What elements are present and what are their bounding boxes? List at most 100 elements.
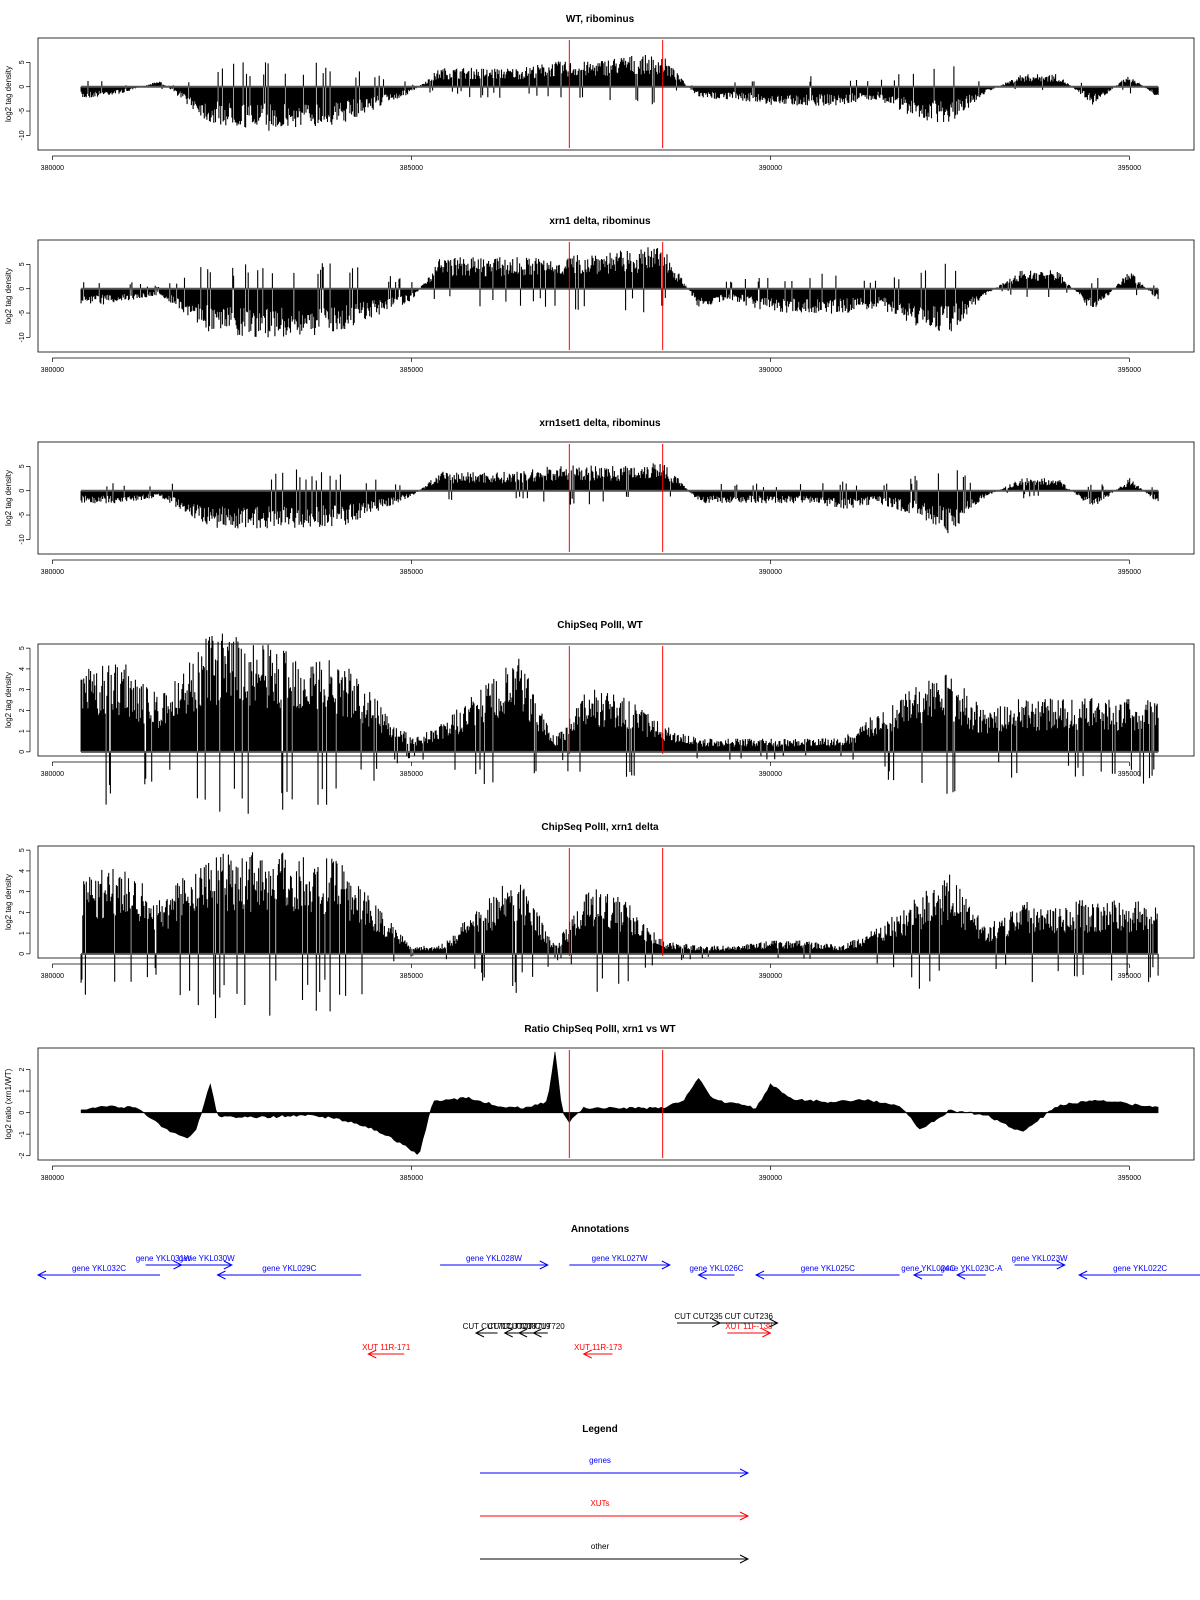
y-tick-label: -2 [19,1152,26,1158]
arrowhead-icon [955,1270,966,1280]
annotation-other: CUT CUT236 [720,1312,779,1328]
panel-title: ChipSeq PolII, xrn1 delta [541,822,659,833]
x-tick-label: 395000 [1118,1175,1141,1182]
x-tick-label: 385000 [400,367,423,374]
annotation-label: XUT 11F-138 [725,1322,773,1331]
legend-entry-gene: genes [480,1456,750,1478]
arrowhead-icon [517,1328,528,1338]
x-tick-label: 390000 [759,569,782,576]
arrowhead-icon [1078,1270,1088,1280]
y-tick-label: 0 [19,287,26,291]
y-tick-label: 2 [19,708,26,712]
annotation-gene: gene YKL023W [1012,1254,1068,1270]
x-tick-label: 385000 [400,771,423,778]
x-tick-label: 390000 [759,1175,782,1182]
x-tick-label: 390000 [759,771,782,778]
annotations-title: Annotations [571,1224,630,1235]
y-tick-label: 5 [19,464,26,468]
y-tick-label: 1 [19,729,26,733]
arrowhead-icon [697,1270,707,1280]
annotation-label: gene YKL024C [901,1264,955,1273]
arrowhead-icon [661,1260,671,1270]
plot-frame [37,441,1195,555]
arrowhead-icon [754,1270,765,1280]
arrowhead-icon [36,1270,47,1280]
y-tick-label: 5 [19,646,26,650]
y-axis-label: log2 tag density [4,66,13,122]
chart-panel-1: WT, ribominus 5 0 -5 -10 log2 tag density 3800… [4,14,1195,172]
x-tick-label: 385000 [400,973,423,980]
arrowhead-icon [532,1328,542,1338]
x-tick-label: 385000 [400,1175,423,1182]
y-tick-label: 1 [19,931,26,935]
annotation-label: XUT 11R-171 [362,1343,411,1352]
arrowhead-icon [769,1318,779,1328]
y-tick-label: 4 [19,869,26,873]
arrowhead-icon [762,1328,772,1338]
y-tick-label: 0 [19,750,26,754]
annotation-gene: gene YKL029C [216,1264,362,1280]
y-tick-label: 0 [19,952,26,956]
y-tick-label: 5 [19,848,26,852]
x-tick-label: 390000 [759,165,782,172]
ratio-area [80,1051,1159,1155]
panel-title: ChipSeq PolII, WT [557,620,643,631]
chart-panel-2: xrn1 delta, ribominus 5 0 -5 -10 log2 tag den… [4,216,1195,374]
y-tick-label: 3 [19,890,26,894]
annotation-gene: gene YKL027W [569,1254,671,1270]
x-tick-label: 380000 [41,367,64,374]
data-series [80,247,1159,338]
annotation-label: gene YKL025C [801,1264,855,1273]
annotation-other: CUT CUT717 [463,1322,512,1338]
legend-label: other [591,1542,610,1551]
y-tick-label: 0 [19,489,26,493]
y-tick-label: 5 [19,262,26,266]
annotation-xut: XUT 11F-138 [725,1322,773,1338]
plot-frame [37,239,1195,353]
annotation-label: CUT CUT235 [674,1312,723,1321]
annotation-label: gene YKL029C [262,1264,316,1273]
x-tick-label: 380000 [41,569,64,576]
arrowhead-icon [582,1349,592,1359]
arrowhead-icon [739,1468,750,1478]
chart-panel-5: ChipSeq PolII, xrn1 delta 0 1 2 3 4 5 log2 tag … [4,822,1195,1019]
y-tick-label: -1 [19,1131,26,1137]
plot-frame [37,37,1195,151]
annotation-xut: XUT 11R-173 [574,1343,623,1359]
y-tick-label: -5 [19,310,26,316]
annotation-gene: gene YKL028W [440,1254,549,1270]
arrowhead-icon [912,1270,923,1280]
plot-frame [37,845,1195,959]
signal-bars [80,633,1159,814]
annotation-label: CUT CUT717 [463,1322,512,1331]
y-tick-label: 4 [19,667,26,671]
y-tick-label: -10 [19,332,26,342]
annotation-label: gene YKL028W [466,1254,522,1263]
annotation-label: gene YKL030W [179,1254,235,1263]
y-tick-label: 0 [19,85,26,89]
y-tick-label: 2 [19,1067,26,1071]
chart-panel-3: xrn1set1 delta, ribominus 5 0 -5 -10 log2 tag… [4,418,1195,576]
data-series [80,463,1159,534]
y-tick-label: -5 [19,512,26,518]
legend-label: genes [589,1456,611,1465]
legend-label: XUTs [590,1499,609,1508]
arrowhead-icon [216,1270,226,1280]
y-tick-label: 1 [19,1089,26,1093]
x-tick-label: 380000 [41,771,64,778]
arrowhead-icon [173,1260,183,1270]
annotation-gene: gene YKL024C [901,1264,956,1280]
panel-title: Ratio ChipSeq PolII, xrn1 vs WT [524,1024,675,1035]
annotation-gene: gene YKL030W [179,1254,235,1270]
arrowhead-icon [503,1328,513,1338]
annotation-gene: gene YKL022C [1078,1264,1200,1280]
panel-title: xrn1set1 delta, ribominus [539,418,661,429]
arrowhead-icon [474,1328,485,1338]
x-tick-label: 380000 [41,165,64,172]
y-axis-label: log2 tag density [4,874,13,930]
annotation-gene: gene YKL023C-A [940,1264,1003,1280]
y-tick-label: -10 [19,130,26,140]
annotation-label: CUT CUT236 [725,1312,774,1321]
arrowhead-icon [1056,1260,1066,1270]
